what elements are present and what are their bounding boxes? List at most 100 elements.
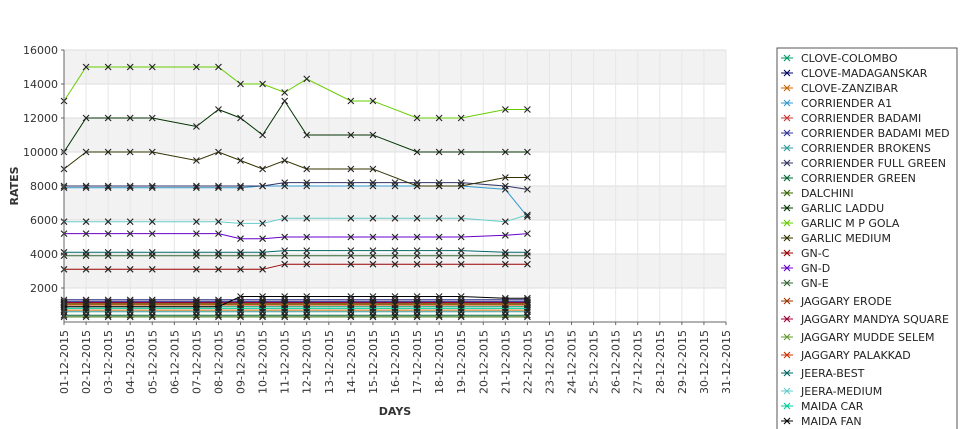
legend-label: DALCHINI bbox=[801, 187, 854, 200]
data-point bbox=[148, 248, 156, 256]
data-point bbox=[435, 214, 443, 222]
legend-item-clove-madaganskar: CLOVE-MADAGANSKAR bbox=[781, 67, 928, 80]
x-tick-label: 13-12-2015 bbox=[323, 330, 336, 394]
data-point bbox=[303, 293, 311, 300]
data-point bbox=[259, 265, 266, 273]
legend-item-clove-zanzibar: CLOVE-ZANZIBAR bbox=[781, 82, 898, 95]
legend-label: JEERA-MEDIUM bbox=[800, 385, 882, 398]
legend-item-corriender-badami: CORRIENDER BADAMI bbox=[781, 112, 921, 125]
y-tick-label: 4000 bbox=[30, 248, 58, 261]
data-point bbox=[193, 63, 200, 71]
data-point bbox=[457, 233, 465, 241]
data-point bbox=[126, 248, 134, 256]
legend-label: JEERA-BEST bbox=[800, 367, 865, 380]
data-point bbox=[215, 265, 222, 273]
data-point bbox=[148, 218, 156, 226]
data-point bbox=[413, 247, 421, 254]
series-line bbox=[63, 151, 528, 187]
data-point bbox=[369, 233, 377, 241]
series-gn-d bbox=[60, 230, 531, 243]
data-point bbox=[82, 313, 90, 321]
legend-item-gn-c: GN-C bbox=[781, 247, 830, 260]
data-point bbox=[347, 247, 355, 254]
y-tick-label: 16000 bbox=[23, 44, 58, 57]
data-point bbox=[259, 313, 266, 321]
data-point bbox=[413, 148, 421, 156]
legend-item-jaggary-mudde-selem: JAGGARY MUDDE SELEM bbox=[781, 331, 935, 344]
data-point bbox=[259, 220, 266, 227]
data-point bbox=[501, 231, 509, 239]
data-point bbox=[281, 89, 289, 96]
legend-item-jaggary-mandya-square: JAGGARY MANDYA SQUARE bbox=[781, 313, 949, 326]
data-point bbox=[369, 97, 377, 105]
data-point bbox=[391, 252, 399, 260]
data-point bbox=[457, 293, 465, 300]
legend-marker bbox=[783, 315, 791, 323]
legend-marker bbox=[783, 189, 791, 197]
series-corriender-full-green bbox=[60, 179, 531, 193]
data-point bbox=[82, 218, 90, 226]
data-point bbox=[104, 63, 112, 71]
series-jeera-medium bbox=[60, 211, 531, 227]
data-point bbox=[82, 182, 90, 190]
data-point bbox=[126, 218, 134, 226]
data-point bbox=[413, 313, 421, 321]
x-tick-label: 02-12-2015 bbox=[80, 330, 93, 394]
legend-item-corriender-a1: CORRIENDER A1 bbox=[781, 97, 892, 110]
x-tick-label: 20-12-2015 bbox=[477, 330, 490, 394]
data-point bbox=[391, 179, 399, 186]
legend-label: JAGGARY ERODE bbox=[800, 295, 892, 308]
legend-item-gn-d: GN-D bbox=[781, 262, 830, 275]
x-tick-label: 10-12-2015 bbox=[257, 330, 270, 394]
legend-marker bbox=[783, 387, 791, 395]
data-point bbox=[215, 63, 222, 71]
legend-item-maida-fan: MAIDA FAN bbox=[781, 415, 862, 428]
data-point bbox=[104, 218, 112, 226]
data-point bbox=[501, 305, 509, 312]
legend-marker bbox=[783, 333, 791, 341]
data-point bbox=[347, 233, 355, 241]
data-point bbox=[193, 265, 200, 273]
data-point bbox=[369, 293, 377, 300]
data-point bbox=[104, 114, 112, 122]
data-point bbox=[413, 214, 421, 222]
data-point bbox=[435, 260, 443, 268]
legend-label: GARLIC MEDIUM bbox=[801, 232, 891, 245]
data-point bbox=[457, 252, 465, 260]
data-point bbox=[347, 214, 355, 222]
data-point bbox=[347, 131, 355, 139]
data-point bbox=[82, 303, 90, 311]
data-point bbox=[457, 260, 465, 268]
data-point bbox=[369, 260, 377, 268]
x-tick-label: 22-12-2015 bbox=[521, 330, 534, 394]
x-tick-label: 18-12-2015 bbox=[433, 330, 446, 394]
x-tick-label: 26-12-2015 bbox=[610, 330, 623, 394]
data-point bbox=[193, 230, 200, 237]
legend-marker bbox=[783, 174, 791, 182]
data-point bbox=[391, 293, 399, 300]
x-tick-label: 30-12-2015 bbox=[698, 330, 711, 394]
data-point bbox=[413, 114, 421, 122]
data-point bbox=[347, 165, 355, 173]
data-point bbox=[501, 174, 509, 181]
data-point bbox=[281, 179, 289, 186]
data-point bbox=[457, 247, 465, 254]
legend-marker bbox=[783, 234, 791, 242]
data-point bbox=[215, 148, 222, 156]
data-point bbox=[524, 313, 531, 321]
legend: CLOVE-COLOMBO CLOVE-MADAGANSKAR CLOVE-ZANZ… bbox=[776, 47, 958, 429]
x-axis-ticks: 01-12-2015 02-12-2015 03-12-2015 04-12-2015… bbox=[58, 322, 733, 394]
legend-item-maida-car: MAIDA CAR bbox=[781, 400, 864, 413]
data-point bbox=[104, 182, 112, 190]
legend-marker bbox=[783, 84, 791, 92]
data-point bbox=[215, 230, 222, 237]
y-tick-label: 8000 bbox=[30, 180, 58, 193]
data-point bbox=[369, 214, 377, 222]
legend-item-corriender-green: CORRIENDER GREEN bbox=[781, 172, 916, 185]
data-point bbox=[391, 247, 399, 254]
legend-marker bbox=[783, 369, 791, 377]
x-tick-label: 25-12-2015 bbox=[588, 330, 601, 394]
data-point bbox=[237, 182, 244, 190]
y-tick-label: 14000 bbox=[23, 78, 58, 91]
data-point bbox=[281, 313, 289, 321]
